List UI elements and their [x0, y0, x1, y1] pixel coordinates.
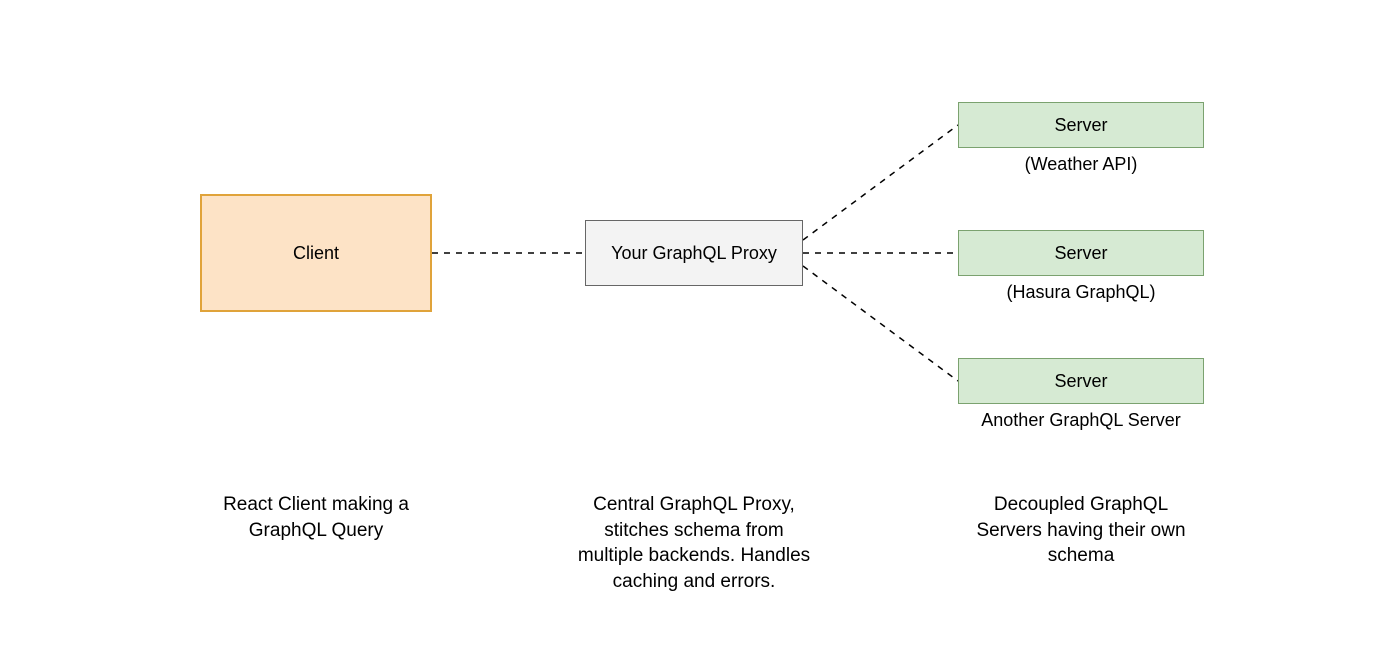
server2-sublabel: (Hasura GraphQL) — [958, 282, 1204, 303]
server2-node: Server — [958, 230, 1204, 276]
proxy-label: Your GraphQL Proxy — [611, 243, 777, 264]
servers-caption: Decoupled GraphQL Servers having their o… — [968, 492, 1194, 569]
proxy-node: Your GraphQL Proxy — [585, 220, 803, 286]
server1-label: Server — [1054, 115, 1107, 136]
client-label: Client — [293, 243, 339, 264]
server3-sublabel: Another GraphQL Server — [958, 410, 1204, 431]
server2-label: Server — [1054, 243, 1107, 264]
server3-label: Server — [1054, 371, 1107, 392]
diagram-stage: Client Your GraphQL Proxy Server (Weathe… — [0, 0, 1400, 664]
server1-sublabel: (Weather API) — [958, 154, 1204, 175]
client-caption: React Client making a GraphQL Query — [200, 492, 432, 543]
proxy-caption: Central GraphQL Proxy, stitches schema f… — [572, 492, 816, 595]
client-node: Client — [200, 194, 432, 312]
server1-node: Server — [958, 102, 1204, 148]
server3-node: Server — [958, 358, 1204, 404]
